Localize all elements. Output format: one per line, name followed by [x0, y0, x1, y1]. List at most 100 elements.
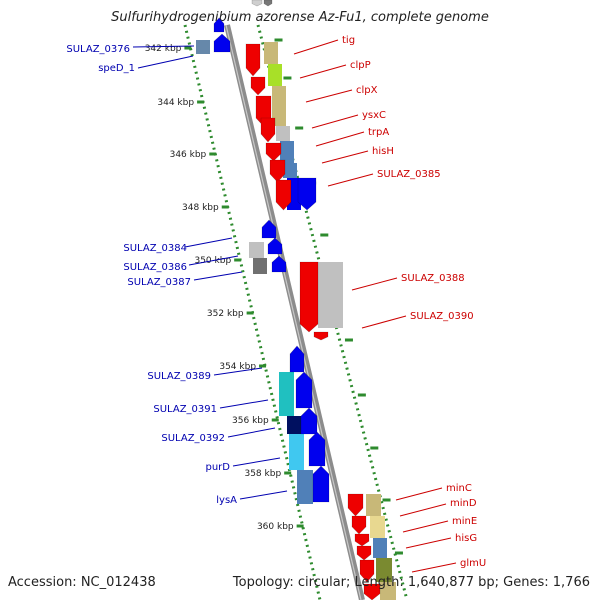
gene-label-leader: [395, 487, 443, 501]
gene-label-leader: [315, 131, 365, 147]
gene-label-tig: tig: [342, 35, 355, 46]
gene-label-minE: minE: [452, 516, 477, 527]
gene-label-lysA: lysA: [216, 495, 237, 506]
gene-label-SULAZ_0388: SULAZ_0388: [401, 273, 465, 284]
gene-arrow-forward: [347, 493, 364, 517]
gene-label-purD: purD: [206, 462, 231, 473]
gene-label-leader: [227, 427, 276, 438]
gene-label-leader: [411, 562, 457, 573]
gene-color-block: [376, 558, 392, 582]
gene-arrow-reverse: [289, 345, 305, 373]
gene-color-block: [276, 126, 290, 141]
genome-title: Sulfurihydrogenibium azorense Az-Fu1, co…: [111, 10, 489, 25]
scale-tick-label: 342 kbp: [145, 44, 182, 54]
gene-color-block: [297, 470, 313, 504]
gene-color-block: [280, 141, 294, 163]
gene-label-SULAZ_0384: SULAZ_0384: [123, 243, 187, 254]
gene-color-block: [272, 86, 286, 126]
scale-tick-label: 348 kbp: [182, 203, 219, 213]
gene-arrow-reverse: [271, 255, 287, 273]
gene-label-SULAZ_0389: SULAZ_0389: [147, 371, 211, 382]
gene-arrow-forward: [363, 583, 381, 600]
gene-label-minD: minD: [450, 498, 477, 509]
gene-label-leader: [132, 45, 195, 48]
gene-arrow-forward: [351, 515, 367, 535]
gene-label-leader: [399, 503, 447, 517]
gene-arrow-reverse: [213, 33, 231, 53]
gene-label-leader: [405, 537, 452, 549]
gene-label-leader: [327, 173, 374, 187]
gene-color-block: [283, 163, 297, 178]
gene-arrow-reverse: [267, 237, 283, 255]
gene-arrow-reverse: [261, 219, 277, 239]
accession-text: Accession: NC_012438: [8, 575, 156, 590]
gene-arrow-forward: [263, 0, 273, 7]
gene-arrow-forward: [356, 545, 372, 561]
gene-color-block: [249, 242, 264, 258]
backbone-highlight: [225, 24, 362, 600]
gene-arrow-forward: [251, 0, 263, 7]
gene-arrow-forward: [250, 76, 266, 96]
gene-label-trpA: trpA: [368, 127, 389, 138]
gene-label-SULAZ_0387: SULAZ_0387: [127, 277, 191, 288]
gene-color-block: [373, 538, 387, 558]
gene-arrow-forward: [313, 331, 329, 341]
gene-label-minC: minC: [446, 483, 472, 494]
gene-label-SULAZ_0390: SULAZ_0390: [410, 311, 474, 322]
gene-label-clpX: clpX: [356, 85, 378, 96]
gene-color-block: [287, 416, 301, 434]
gene-label-leader: [232, 457, 281, 467]
gene-label-leader: [361, 315, 407, 329]
gene-color-block: [318, 262, 332, 328]
gene-arrow-forward: [245, 43, 261, 77]
gene-arrow-forward: [299, 261, 319, 333]
gene-color-block: [380, 582, 396, 600]
gene-color-block: [253, 258, 267, 274]
gene-color-block: [279, 372, 294, 416]
gene-label-leader: [239, 490, 288, 500]
gene-arrow-forward: [297, 177, 317, 211]
gene-arrow-reverse: [300, 407, 318, 435]
topology-text: Topology: circular; Length: 1,640,877 bp…: [232, 575, 590, 590]
gene-arrow-forward: [354, 533, 370, 547]
gene-color-block: [370, 516, 385, 538]
gene-label-SULAZ_0391: SULAZ_0391: [153, 404, 217, 415]
gene-color-block: [366, 494, 381, 516]
scale-tick-label: 344 kbp: [157, 98, 194, 108]
gene-arrow-forward: [269, 159, 286, 183]
gene-color-block: [264, 42, 278, 64]
scale-tick-label: 352 kbp: [207, 309, 244, 319]
gene-label-hisH: hisH: [372, 146, 394, 157]
gene-label-SULAZ_0376: SULAZ_0376: [66, 44, 130, 55]
gene-label-leader: [193, 271, 243, 281]
gene-color-block: [330, 262, 343, 328]
gene-arrow-reverse: [308, 431, 326, 467]
gene-label-glmU: glmU: [460, 558, 486, 569]
scale-tick-label: 358 kbp: [244, 469, 281, 479]
gene-label-speD_1: speD_1: [98, 63, 135, 74]
scale-tick-label: 354 kbp: [219, 362, 256, 372]
gene-color-blocks: [196, 40, 396, 600]
gene-label-leader: [305, 89, 353, 103]
scale-tick-label: 360 kbp: [257, 522, 294, 532]
gene-arrow-forward: [359, 559, 375, 583]
gene-labels: tig clpP clpX ysxC trpA hisH SULAZ_0385 SULAZ_0…: [66, 35, 486, 573]
gene-arrow-reverse: [295, 371, 313, 409]
gene-color-block: [268, 64, 282, 86]
gene-arrow-forward: [275, 179, 292, 211]
gene-label-SULAZ_0385: SULAZ_0385: [377, 169, 441, 180]
gene-label-leader: [137, 55, 194, 69]
gene-label-leader: [311, 114, 359, 129]
gene-color-block: [196, 40, 210, 54]
gene-label-ysxC: ysxC: [362, 110, 386, 121]
gene-label-leader: [188, 255, 239, 266]
gene-label-leader: [184, 237, 233, 248]
gene-label-leader: [293, 39, 339, 55]
gene-color-block: [289, 434, 304, 470]
gene-label-leader: [321, 150, 369, 164]
gene-arrow-forward: [260, 117, 276, 143]
gene-label-SULAZ_0392: SULAZ_0392: [161, 433, 225, 444]
gene-arrows: [213, 0, 381, 600]
